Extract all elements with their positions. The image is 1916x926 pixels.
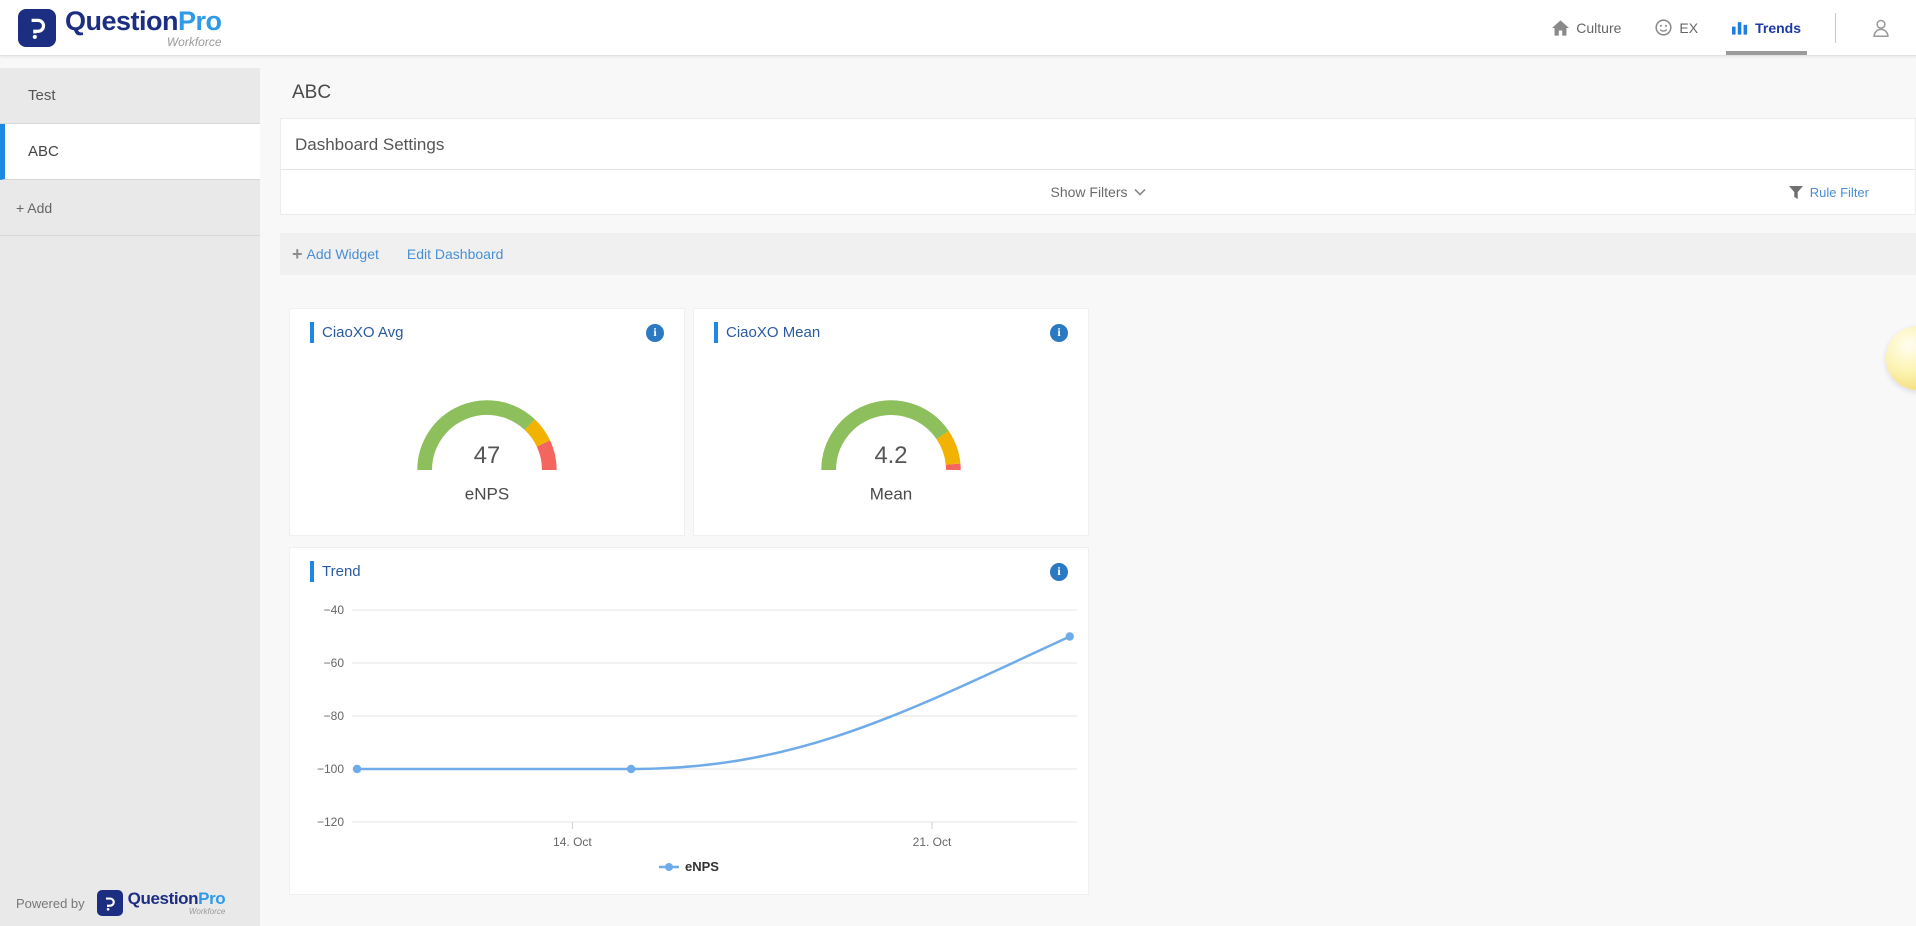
widget-accent-bar <box>310 561 314 582</box>
show-filters-label: Show Filters <box>1050 184 1127 200</box>
info-icon[interactable]: i <box>1050 324 1068 342</box>
nav-label: Trends <box>1755 20 1801 36</box>
main-content: ABC Dashboard Settings Show Filters Rule… <box>260 56 1916 926</box>
edit-dashboard-button[interactable]: Edit Dashboard <box>407 246 504 262</box>
svg-text:−40: −40 <box>324 603 345 617</box>
nav-culture[interactable]: Culture <box>1552 0 1621 55</box>
chart-legend[interactable]: eNPS <box>290 859 1088 874</box>
sidebar-item-test[interactable]: Test <box>0 68 260 124</box>
show-filters-toggle[interactable]: Show Filters <box>1050 184 1145 200</box>
questionpro-logo-icon <box>18 9 56 47</box>
widget-ciaoxo-avg: CiaoXO Avg i 47 eNPS <box>290 309 684 535</box>
nav-divider <box>1835 13 1836 43</box>
widget-accent-bar <box>310 322 314 343</box>
svg-text:−100: −100 <box>317 762 344 776</box>
legend-series-label: eNPS <box>685 859 719 874</box>
rule-filter-button[interactable]: Rule Filter <box>1789 170 1869 214</box>
trend-line-chart: 21. Oct 14. Oct −120 −100 −80 −60 −40 <box>294 594 1084 852</box>
svg-text:−60: −60 <box>324 656 345 670</box>
sidebar-item-abc[interactable]: ABC <box>0 124 260 180</box>
legend-series-marker <box>659 862 679 872</box>
add-dashboard-label: + Add <box>16 200 52 216</box>
widget-title: CiaoXO Mean <box>726 324 1050 341</box>
svg-text:Mean: Mean <box>870 484 913 503</box>
edit-dashboard-label: Edit Dashboard <box>407 246 504 262</box>
floating-feedback-ball[interactable] <box>1886 326 1916 390</box>
widget-ciaoxo-mean: CiaoXO Mean i 4.2 Mean <box>694 309 1088 535</box>
svg-text:47: 47 <box>474 442 500 469</box>
dashboard-toolbar: + Add Widget Edit Dashboard <box>280 233 1916 275</box>
widget-trend: Trend i 21. Oct14. Oct−120−100−80−60−40 … <box>290 548 1088 894</box>
widget-accent-bar <box>714 322 718 343</box>
footer-logo: QuestionPro Workforce <box>97 890 226 916</box>
svg-text:−80: −80 <box>324 709 345 723</box>
person-icon <box>1870 17 1892 39</box>
settings-card-title: Dashboard Settings <box>281 119 1915 170</box>
page-title: ABC <box>292 82 1916 104</box>
powered-by-text: Powered by <box>16 896 85 911</box>
svg-text:4.2: 4.2 <box>874 442 907 469</box>
user-menu-button[interactable] <box>1870 0 1892 55</box>
add-widget-label: Add Widget <box>307 246 379 262</box>
nav-label: Culture <box>1576 20 1621 36</box>
sidebar-item-label: ABC <box>28 143 59 160</box>
chevron-down-icon <box>1134 188 1146 196</box>
home-icon <box>1552 20 1569 36</box>
app-logo[interactable]: QuestionPro Workforce <box>0 8 222 48</box>
plus-icon: + <box>292 245 303 263</box>
widget-title: CiaoXO Avg <box>322 324 646 341</box>
powered-by-footer: Powered by QuestionPro Workforce <box>16 890 225 916</box>
add-widget-button[interactable]: + Add Widget <box>292 245 379 263</box>
questionpro-logo-icon <box>97 890 123 916</box>
filters-row: Show Filters Rule Filter <box>281 170 1915 214</box>
dashboard-settings-card: Dashboard Settings Show Filters Rule Fil… <box>280 118 1916 215</box>
nav-trends[interactable]: Trends <box>1732 0 1801 55</box>
svg-text:14. Oct: 14. Oct <box>553 835 592 849</box>
top-nav: Culture EX Trends <box>1552 0 1916 55</box>
nav-label: EX <box>1679 20 1698 36</box>
smiley-icon <box>1655 19 1672 36</box>
svg-text:−120: −120 <box>317 815 344 829</box>
gauge-chart-mean: 4.2 Mean <box>777 351 1005 521</box>
brand-text: QuestionPro Workforce <box>65 8 222 48</box>
nav-ex[interactable]: EX <box>1655 0 1698 55</box>
add-dashboard-button[interactable]: + Add <box>0 180 260 236</box>
svg-text:21. Oct: 21. Oct <box>913 835 952 849</box>
active-tab-underline <box>1726 51 1807 55</box>
widget-title: Trend <box>322 563 1050 580</box>
svg-text:eNPS: eNPS <box>465 484 509 503</box>
gauge-chart-avg: 47 eNPS <box>373 351 601 521</box>
footer-brand-text: QuestionPro Workforce <box>128 890 226 916</box>
rule-filter-label: Rule Filter <box>1810 185 1869 200</box>
top-header: QuestionPro Workforce Culture EX <box>0 0 1916 56</box>
funnel-icon <box>1789 186 1803 199</box>
widget-grid: CiaoXO Avg i 47 eNPS CiaoXO Mean <box>290 309 1088 894</box>
dashboard-sidebar: Test ABC + Add Powered by QuestionPro Wo… <box>0 68 260 926</box>
info-icon[interactable]: i <box>1050 563 1068 581</box>
bar-chart-icon <box>1732 20 1748 35</box>
info-icon[interactable]: i <box>646 324 664 342</box>
sidebar-item-label: Test <box>28 87 56 104</box>
